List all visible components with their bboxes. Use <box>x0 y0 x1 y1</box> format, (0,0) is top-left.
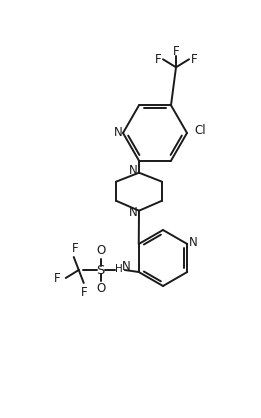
Text: F: F <box>54 272 60 285</box>
Text: S: S <box>97 263 105 276</box>
Text: H: H <box>115 264 123 274</box>
Text: F: F <box>173 45 179 58</box>
Text: Cl: Cl <box>194 125 206 138</box>
Text: N: N <box>121 260 130 273</box>
Text: O: O <box>96 245 105 257</box>
Text: O: O <box>96 283 105 296</box>
Text: F: F <box>80 285 87 298</box>
Text: N: N <box>129 164 137 177</box>
Text: N: N <box>114 127 122 140</box>
Text: N: N <box>129 206 137 219</box>
Text: N: N <box>189 237 198 250</box>
Text: F: F <box>191 53 197 66</box>
Text: F: F <box>155 53 161 66</box>
Text: F: F <box>72 242 78 255</box>
